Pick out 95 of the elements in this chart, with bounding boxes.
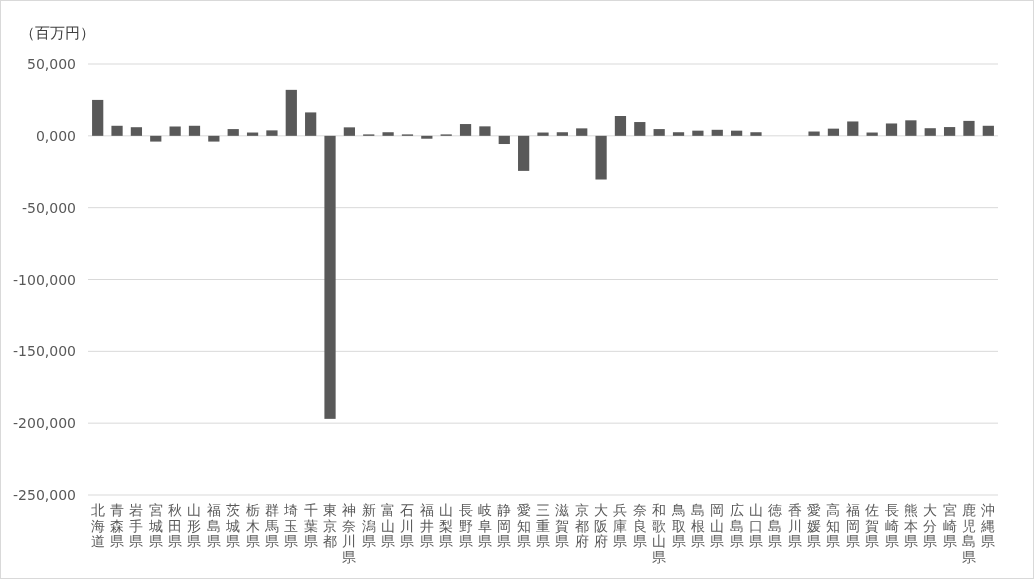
bar: [285, 89, 297, 136]
x-tick-label: 島根県: [690, 502, 705, 549]
x-tick-label: 千葉県: [303, 502, 318, 549]
x-tick-label: 石川県: [400, 502, 415, 549]
x-tick-label: 新潟県: [361, 502, 376, 549]
bar: [924, 128, 936, 136]
x-tick-label: 静岡県: [497, 502, 512, 549]
bar: [905, 120, 917, 136]
x-tick-label: 秋田県: [168, 502, 183, 549]
bar: [150, 135, 162, 142]
x-tick-label: 福島県: [206, 502, 221, 549]
x-tick-label: 京都府: [574, 502, 589, 549]
x-tick-label: 奈良県: [632, 502, 647, 549]
x-tick-label: 沖縄県: [980, 502, 996, 549]
y-tick-label: -100,000: [13, 271, 76, 288]
bar: [92, 99, 104, 136]
x-tick-label: 和歌山県: [652, 502, 667, 565]
bar: [498, 135, 510, 145]
bar: [227, 129, 239, 136]
bar: [692, 130, 704, 136]
bar: [459, 124, 472, 136]
y-tick-label: -250,000: [13, 487, 76, 503]
bar: [943, 127, 956, 136]
bar: [382, 132, 394, 136]
y-tick-label: 0,000: [35, 127, 76, 144]
x-tick-label: 鹿児島県: [961, 502, 976, 565]
y-tick-label: -150,000: [13, 343, 76, 360]
x-tick-label: 愛媛県: [807, 502, 822, 549]
bar: [963, 120, 975, 136]
y-axis-title: （百万円）: [20, 24, 95, 42]
bar: [324, 135, 336, 419]
bar: [266, 130, 278, 136]
bar: [731, 130, 743, 136]
x-tick-label: 神奈川県: [342, 502, 357, 565]
x-tick-label: 福井県: [419, 502, 434, 549]
bar: [556, 132, 568, 136]
x-tick-label: 山口県: [748, 502, 763, 549]
x-tick-label: 熊本県: [903, 502, 918, 549]
x-tick-label: 青森県: [110, 502, 125, 549]
bar: [711, 129, 723, 136]
bar: [576, 128, 588, 136]
x-tick-label: 岡山県: [710, 502, 725, 549]
x-tick-label: 鳥取県: [670, 502, 686, 549]
bar: [595, 135, 607, 180]
bar: [479, 126, 491, 136]
bar: [208, 135, 220, 142]
bar: [885, 123, 898, 136]
x-tick-label: 埼玉県: [283, 502, 299, 549]
y-tick-label: -50,000: [21, 199, 76, 216]
bar: [518, 135, 530, 171]
x-tick-label: 富山県: [381, 502, 396, 549]
bar: [305, 112, 317, 136]
x-tick-label: 愛知県: [516, 502, 531, 549]
bar: [111, 125, 123, 136]
x-tick-label: 茨城県: [225, 502, 241, 549]
bar: [537, 132, 549, 136]
x-tick-label: 兵庫県: [613, 502, 628, 549]
bar: [130, 127, 143, 136]
x-tick-label: 宮崎県: [942, 502, 957, 549]
x-tick-label: 群馬県: [263, 502, 279, 549]
bar: [750, 132, 762, 136]
bar: [982, 125, 994, 136]
x-tick-label: 福岡県: [845, 502, 860, 549]
x-tick-label: 香川県: [787, 502, 802, 549]
bar: [808, 131, 820, 136]
x-tick-label: 広島県: [729, 502, 744, 549]
bar: [847, 121, 859, 136]
x-tick-label: 大阪府: [594, 502, 609, 549]
bar: [169, 126, 181, 136]
bar: [188, 125, 201, 136]
x-tick-label: 徳島県: [768, 502, 783, 549]
y-tick-label: -200,000: [13, 415, 76, 432]
y-tick-label: 50,000: [27, 56, 76, 72]
x-tick-label: 山梨県: [439, 502, 454, 549]
bar: [672, 132, 685, 136]
x-tick-label: 北海道: [90, 502, 105, 549]
x-tick-label: 佐賀県: [865, 502, 880, 549]
x-tick-label: 高知県: [826, 502, 841, 549]
x-tick-label: 滋賀県: [555, 502, 570, 549]
bar: [827, 128, 840, 136]
x-tick-label: 長崎県: [884, 502, 899, 549]
bar: [653, 129, 665, 136]
x-tick-label: 三重県: [536, 502, 550, 549]
x-tick-label: 栃木県: [245, 502, 260, 549]
x-tick-label: 東京都: [323, 502, 338, 549]
bar: [343, 127, 355, 136]
bar: [614, 116, 627, 136]
bar: [634, 122, 646, 136]
bar: [421, 135, 433, 139]
x-tick-label: 山形県: [187, 502, 202, 549]
x-tick-label: 宮城県: [147, 502, 163, 549]
x-tick-label: 大分県: [923, 502, 938, 549]
x-tick-label: 岐阜県: [477, 502, 492, 549]
x-tick-label: 岩手県: [129, 502, 144, 549]
x-tick-label: 長野県: [458, 502, 473, 549]
